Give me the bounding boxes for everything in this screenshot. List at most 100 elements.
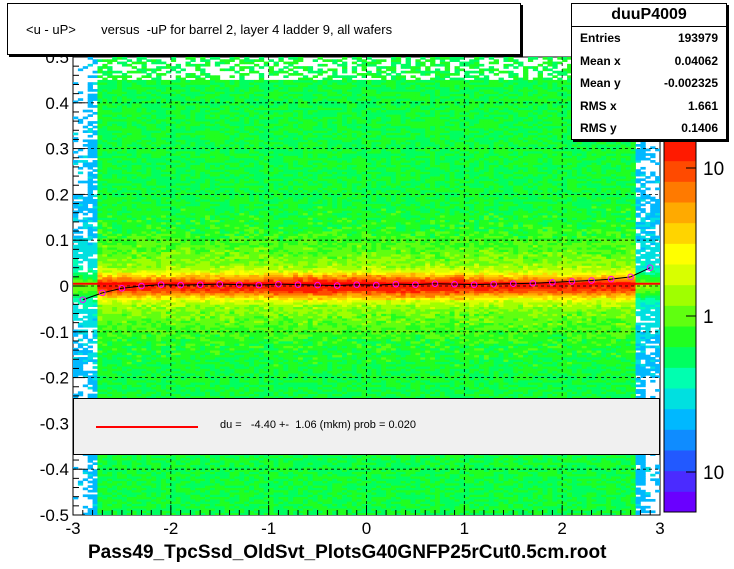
heatmap-cell <box>151 276 157 280</box>
heatmap-cell <box>87 86 93 90</box>
heatmap-cell <box>77 267 84 271</box>
heatmap-cell <box>107 176 113 179</box>
heatmap-cell <box>165 173 172 177</box>
heatmap-cell <box>156 501 162 504</box>
heatmap-cell <box>131 253 137 257</box>
heatmap-cell <box>190 498 196 502</box>
heatmap-cell <box>200 86 206 90</box>
heatmap-cell <box>73 292 79 296</box>
heatmap-cell <box>190 155 196 159</box>
heatmap-cell <box>200 194 206 198</box>
heatmap-cell <box>136 464 142 468</box>
heatmap-cell <box>185 160 191 163</box>
heatmap-cell <box>190 389 196 392</box>
heatmap-cell <box>205 240 211 243</box>
heatmap-cell <box>82 139 89 143</box>
heatmap-cell <box>141 79 147 83</box>
heatmap-cell <box>77 231 84 234</box>
heatmap-cell <box>175 198 182 202</box>
heatmap-cell <box>126 464 133 468</box>
heatmap-cell <box>126 375 133 378</box>
heatmap-cell <box>107 315 113 319</box>
heatmap-cell <box>161 247 167 250</box>
heatmap-cell <box>190 116 196 120</box>
heatmap-cell <box>151 173 157 177</box>
heatmap-cell <box>102 308 108 312</box>
heatmap-cell <box>175 98 182 101</box>
heatmap-cell <box>205 102 211 106</box>
heatmap-cell <box>195 512 201 515</box>
heatmap-cell <box>170 247 177 250</box>
heatmap-cell <box>131 221 137 225</box>
heatmap-cell <box>87 105 93 108</box>
heatmap-cell <box>175 95 182 99</box>
heatmap-cell <box>82 274 89 278</box>
heatmap-cell <box>175 473 182 477</box>
heatmap-cell <box>205 139 211 143</box>
heatmap-cell <box>131 141 137 145</box>
heatmap-cell <box>170 98 177 101</box>
heatmap-cell <box>156 391 162 395</box>
heatmap-cell <box>146 471 152 475</box>
heatmap-cell <box>117 91 123 95</box>
heatmap-cell <box>107 164 113 168</box>
heatmap-cell <box>126 150 133 154</box>
heatmap-cell <box>121 489 128 493</box>
heatmap-cell <box>156 194 162 198</box>
heatmap-cell <box>146 178 152 182</box>
heatmap-cell <box>102 89 108 92</box>
heatmap-cell <box>151 338 157 342</box>
heatmap-cell <box>136 455 142 459</box>
heatmap-cell <box>180 329 186 333</box>
heatmap-cell <box>200 288 206 291</box>
heatmap-cell <box>165 508 172 511</box>
heatmap-cell <box>170 244 177 248</box>
heatmap-cell <box>180 176 186 179</box>
heatmap-cell <box>136 118 142 122</box>
heatmap-cell <box>82 237 89 241</box>
heatmap-cell <box>107 327 113 330</box>
heatmap-cell <box>77 322 84 326</box>
heatmap-cell <box>175 182 182 186</box>
heatmap-cell <box>136 260 142 264</box>
heatmap-cell <box>161 361 167 365</box>
heatmap-cell <box>185 338 191 342</box>
heatmap-cell <box>205 299 211 303</box>
heatmap-cell <box>102 59 108 62</box>
heatmap-cell <box>165 127 172 131</box>
heatmap-cell <box>165 118 172 122</box>
heatmap-cell <box>121 485 128 488</box>
heatmap-cell <box>121 180 128 184</box>
heatmap-cell <box>131 233 137 237</box>
heatmap-cell <box>151 86 157 90</box>
heatmap-cell <box>117 219 123 223</box>
heatmap-cell <box>175 391 182 395</box>
heatmap-cell <box>190 221 196 225</box>
heatmap-cell <box>102 180 108 184</box>
heatmap-cell <box>195 219 201 223</box>
heatmap-cell <box>185 182 191 186</box>
heatmap-cell <box>151 274 157 278</box>
heatmap-cell <box>165 272 172 275</box>
heatmap-cell <box>141 153 147 156</box>
heatmap-cell <box>97 286 103 289</box>
heatmap-cell <box>131 187 137 191</box>
heatmap-cell <box>161 322 167 326</box>
heatmap-cell <box>97 263 103 266</box>
heatmap-cell <box>117 100 123 104</box>
heatmap-cell <box>170 352 177 356</box>
heatmap-cell <box>87 290 93 294</box>
heatmap-cell <box>190 366 196 369</box>
heatmap-cell <box>165 185 172 188</box>
heatmap-cell <box>165 178 172 182</box>
heatmap-cell <box>146 505 152 509</box>
heatmap-cell <box>141 130 147 133</box>
heatmap-cell <box>121 386 128 390</box>
heatmap-cell <box>136 244 142 248</box>
heatmap-cell <box>185 173 191 177</box>
heatmap-cell <box>200 180 206 184</box>
heatmap-cell <box>185 164 191 168</box>
heatmap-cell <box>77 329 84 333</box>
heatmap-cell <box>185 306 191 310</box>
heatmap-cell <box>200 476 206 479</box>
